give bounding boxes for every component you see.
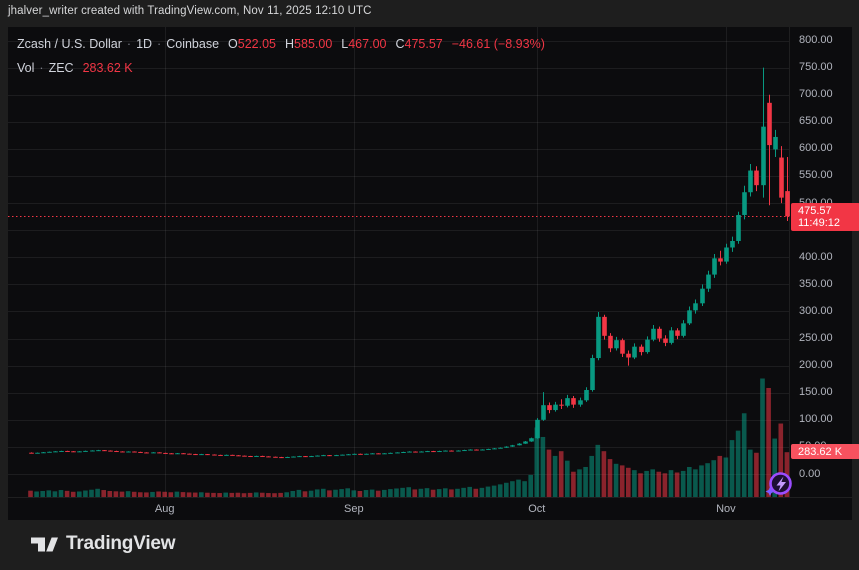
separator-dot: · xyxy=(126,37,132,51)
ohlc-open: O522.05 xyxy=(228,37,277,51)
price-tick-label: 200.00 xyxy=(799,359,833,372)
footer-bar: TradingView xyxy=(0,520,859,570)
price-chart-canvas[interactable] xyxy=(8,27,852,520)
volume-label: Vol xyxy=(17,61,35,75)
ohlc-low: L467.00 xyxy=(341,37,387,51)
high-value: 585.00 xyxy=(294,37,333,51)
price-tick-label: 550.00 xyxy=(799,169,833,182)
time-tick-label: Sep xyxy=(344,503,364,515)
lightning-bolt-glyph xyxy=(776,476,786,492)
price-tick-label: 300.00 xyxy=(799,304,833,317)
lightning-event-icon[interactable] xyxy=(763,469,795,501)
price-tick-label: 800.00 xyxy=(799,34,833,46)
exchange-label: Coinbase xyxy=(166,37,220,51)
price-tick-label: 750.00 xyxy=(799,61,833,74)
time-tick-label: Aug xyxy=(154,503,175,515)
open-value: 522.05 xyxy=(237,37,277,51)
volume-ticker: ZEC xyxy=(48,61,74,75)
separator-dot: · xyxy=(157,37,162,51)
price-tick-label: 250.00 xyxy=(799,332,833,345)
low-value: 467.00 xyxy=(348,37,387,51)
close-value: 475.57 xyxy=(404,37,443,51)
bar-countdown: 11:49:12 xyxy=(798,216,841,229)
tradingview-logomark-icon xyxy=(31,537,58,551)
attribution-bar: jhalver_writer created with TradingView.… xyxy=(8,5,372,17)
price-tick-label: 150.00 xyxy=(799,386,833,399)
price-tick-label: 350.00 xyxy=(799,277,833,290)
last-price-value: 475.57 xyxy=(798,204,832,217)
tradingview-logo-link[interactable]: TradingView xyxy=(31,533,176,555)
price-tick-label: 700.00 xyxy=(799,88,833,101)
time-tick-label: Oct xyxy=(528,503,546,515)
sparkle-star xyxy=(765,487,775,496)
volume-badge: 283.62 K xyxy=(791,444,859,460)
interval-label[interactable]: 1D xyxy=(136,37,153,51)
ohlc-close: C475.57 xyxy=(395,37,443,51)
time-axis[interactable]: Aug Sep Oct Nov xyxy=(8,497,852,521)
price-tick-label: 0.00 xyxy=(799,467,821,480)
change-value: −46.61 (−8.93%) xyxy=(451,37,545,51)
last-price-badge: 475.57 11:49:12 xyxy=(791,202,859,231)
symbol-title[interactable]: Zcash / U.S. Dollar xyxy=(17,37,122,51)
price-axis[interactable]: 475.57 11:49:12 283.62 K 800.00 750.00 700… xyxy=(789,27,859,497)
legend-symbol-row: Zcash / U.S. Dollar · 1D · Coinbase O522… xyxy=(17,36,545,53)
price-tick-label: 100.00 xyxy=(799,413,833,426)
separator-dot: · xyxy=(39,61,44,75)
legend-volume-row: Vol · ZEC 283.62 K xyxy=(17,60,545,77)
time-tick-label: Nov xyxy=(716,503,736,515)
ohlc-high: H585.00 xyxy=(285,37,333,51)
price-tick-label: 650.00 xyxy=(799,115,833,128)
chart-legend: Zcash / U.S. Dollar · 1D · Coinbase O522… xyxy=(17,36,545,77)
tradingview-wordmark: TradingView xyxy=(66,533,176,554)
volume-value: 283.62 K xyxy=(82,61,133,75)
price-tick-label: 400.00 xyxy=(799,250,833,263)
price-tick-label: 600.00 xyxy=(799,142,833,155)
chart-pane: Zcash / U.S. Dollar · 1D · Coinbase O522… xyxy=(8,27,859,521)
